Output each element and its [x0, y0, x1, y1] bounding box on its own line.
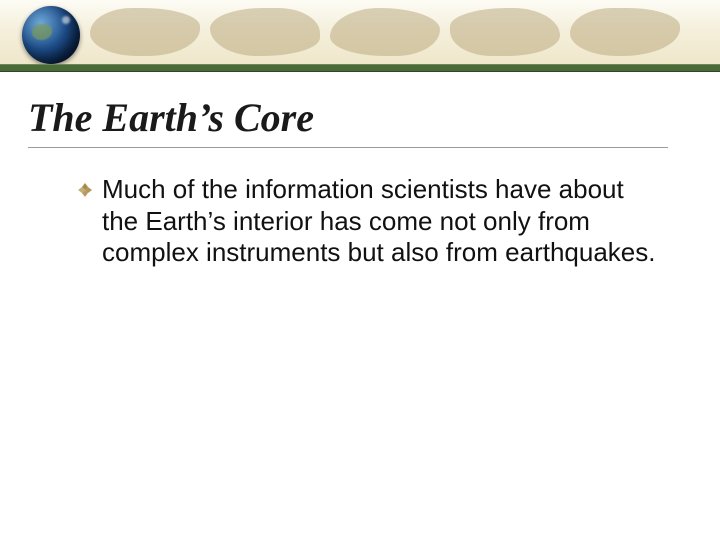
globe-icon [22, 6, 80, 64]
slide-title: The Earth’s Core [28, 94, 668, 148]
continent-shape [570, 8, 680, 56]
world-map-strip [0, 8, 720, 58]
continent-shape [330, 8, 440, 56]
diamond-bullet-icon [78, 183, 92, 202]
content-area: Much of the information scientists have … [78, 174, 660, 269]
bullet-text: Much of the information scientists have … [102, 174, 660, 269]
continent-shape [90, 8, 200, 56]
bullet-item: Much of the information scientists have … [78, 174, 660, 269]
continent-shape [450, 8, 560, 56]
continent-shape [210, 8, 320, 56]
accent-bar [0, 64, 720, 72]
header-banner [0, 0, 720, 72]
